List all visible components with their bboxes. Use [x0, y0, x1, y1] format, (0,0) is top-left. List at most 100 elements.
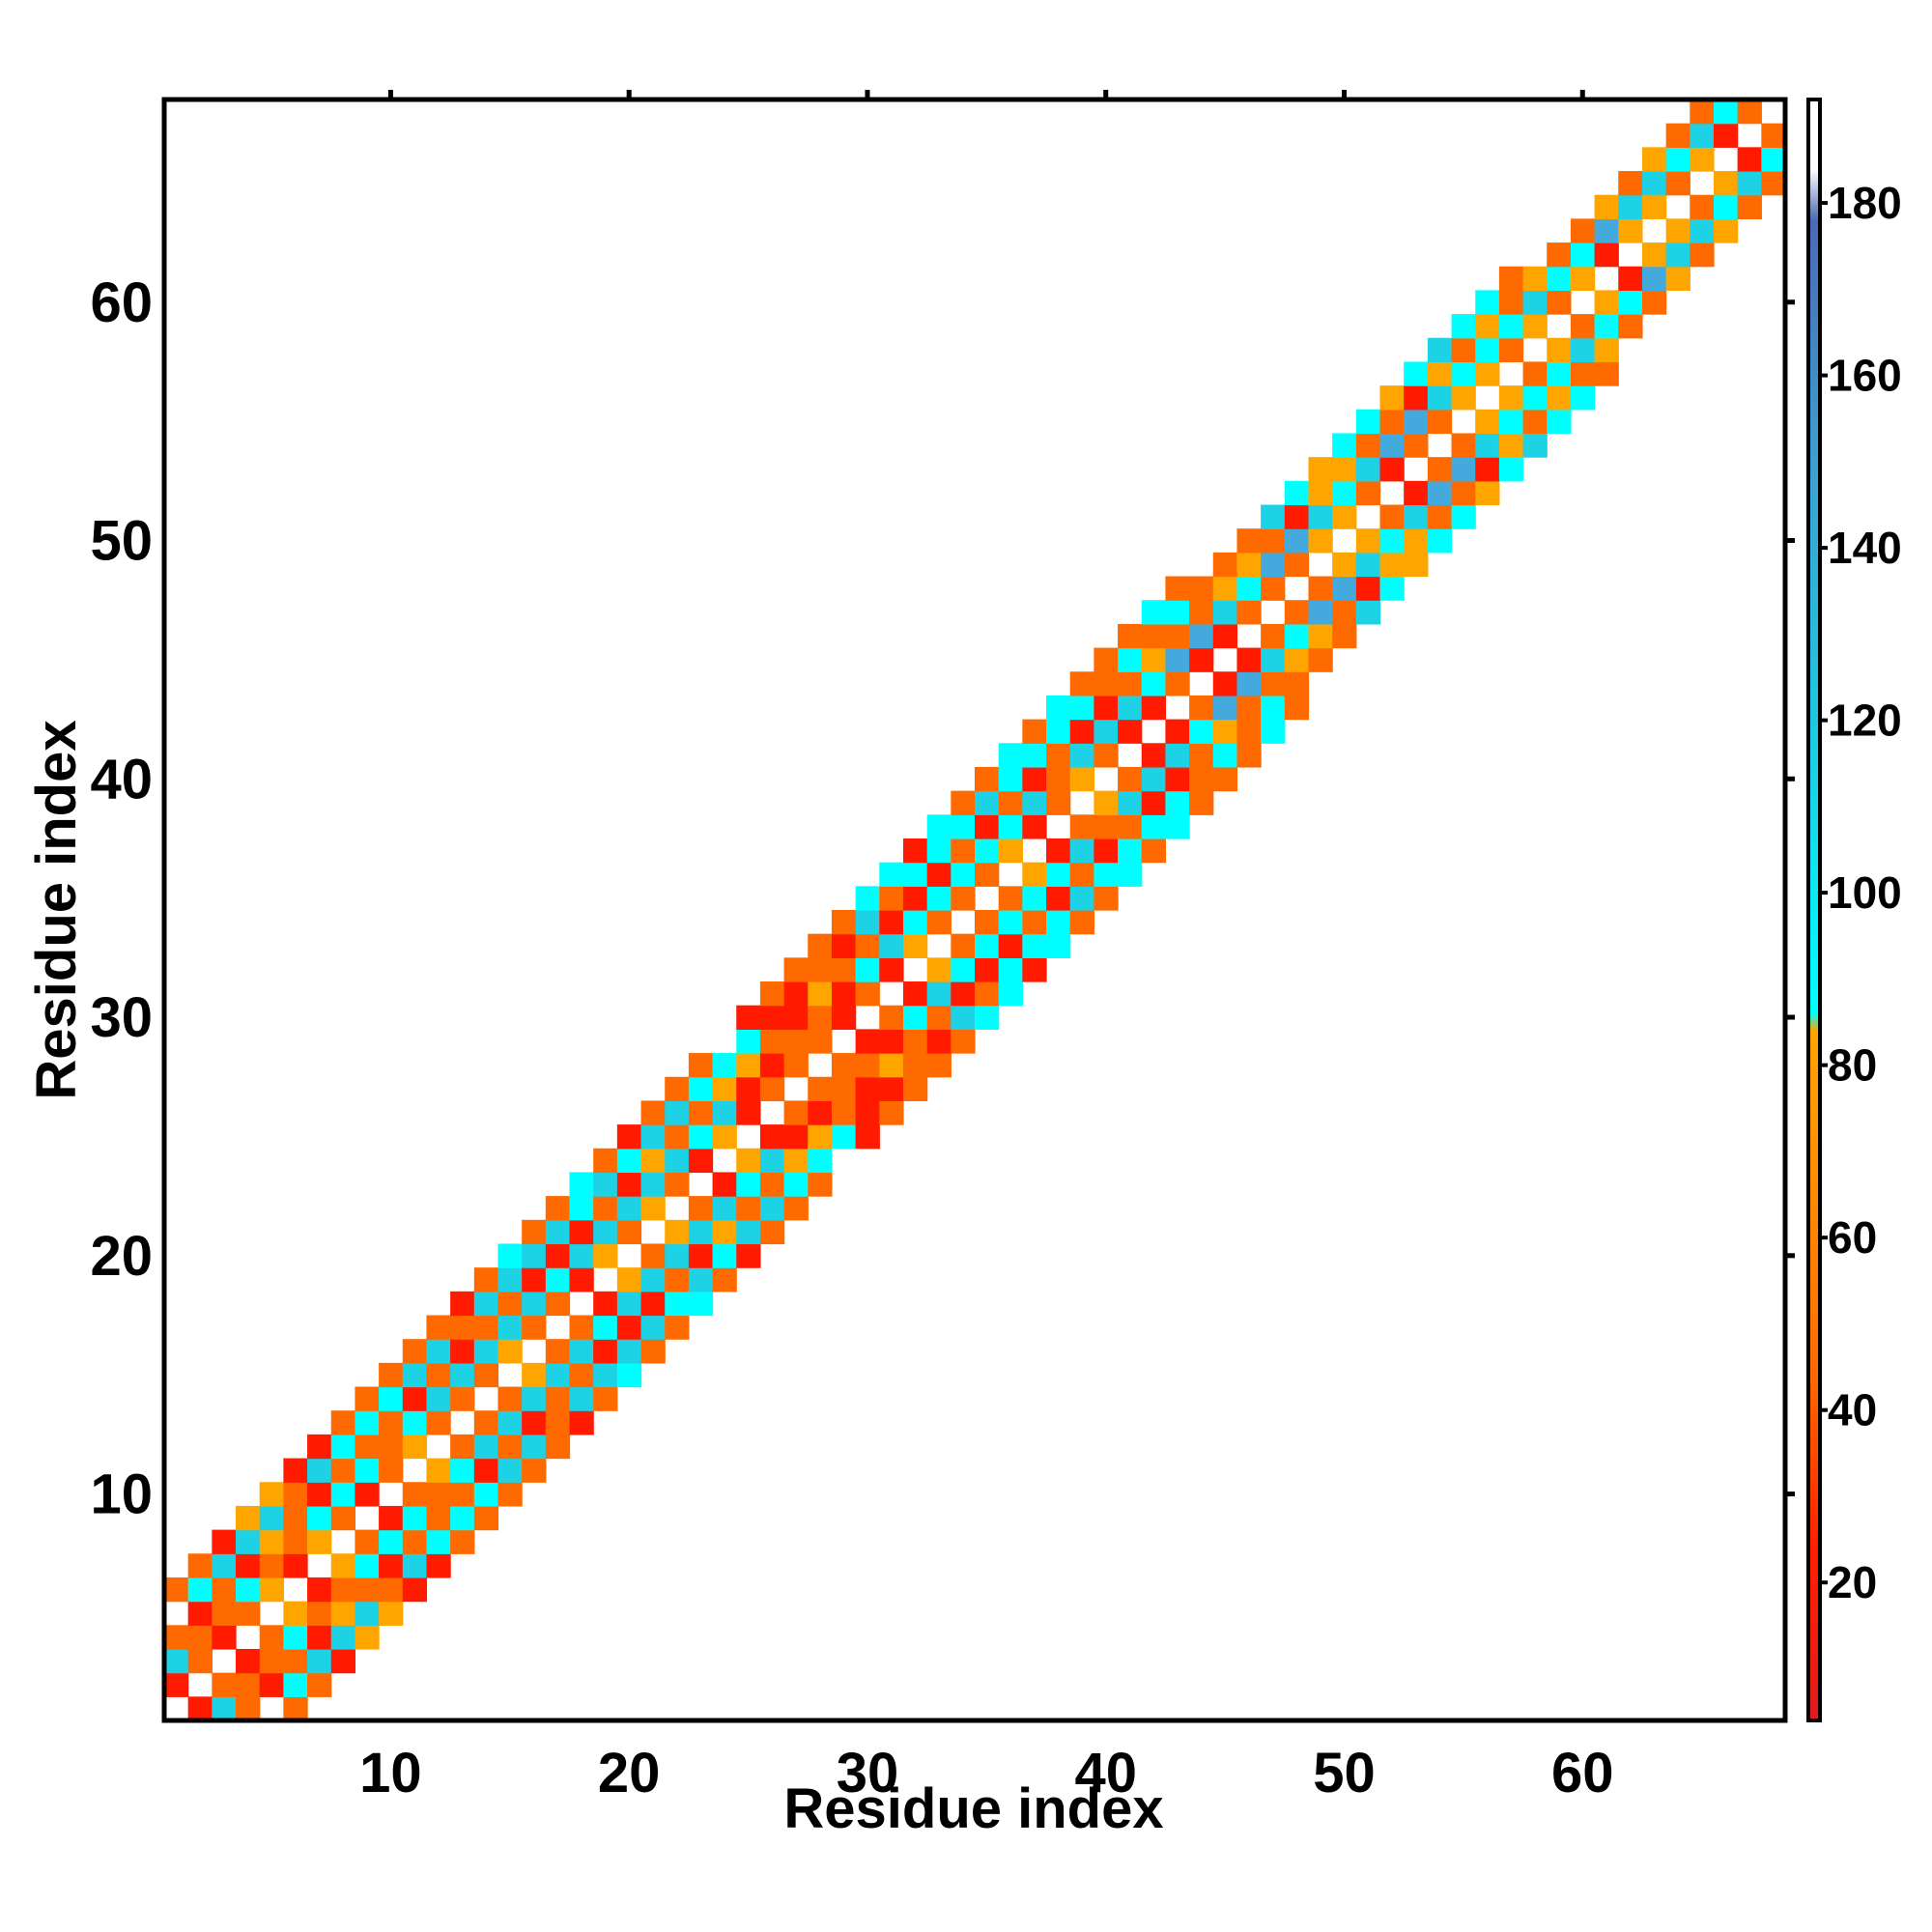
- heatmap-cell: [736, 1076, 761, 1102]
- y-tick-label: 20: [90, 1225, 153, 1288]
- heatmap-cell: [330, 1434, 356, 1460]
- heatmap-cell: [1022, 814, 1047, 839]
- heatmap-cell: [450, 1458, 475, 1483]
- heatmap-cell: [1261, 528, 1286, 554]
- heatmap-cell: [1189, 600, 1214, 625]
- heatmap-cell: [355, 1529, 380, 1554]
- heatmap-cell: [426, 1482, 451, 1507]
- heatmap-cell: [1451, 314, 1476, 339]
- heatmap-cell: [212, 1577, 237, 1603]
- heatmap-cell: [1713, 99, 1739, 125]
- heatmap-cell: [1498, 290, 1524, 315]
- heatmap-cell: [998, 743, 1023, 768]
- heatmap-cell: [1332, 504, 1357, 529]
- heatmap-cell: [1498, 409, 1524, 435]
- heatmap-cell: [1118, 719, 1143, 744]
- heatmap-cell: [450, 1505, 475, 1531]
- heatmap-cell: [1690, 218, 1715, 243]
- heatmap-cell: [426, 1410, 451, 1435]
- heatmap-cell: [808, 1172, 833, 1197]
- heatmap-cell: [1404, 433, 1429, 458]
- heatmap-cell: [1475, 457, 1500, 482]
- colorbar-tick-label: 20: [1828, 1557, 1877, 1607]
- heatmap-cell: [379, 1529, 404, 1554]
- heatmap-cell: [951, 838, 976, 864]
- heatmap-cell: [951, 1005, 976, 1030]
- heatmap-cell: [1355, 576, 1381, 601]
- heatmap-cell: [1570, 361, 1596, 386]
- heatmap-cell: [593, 1148, 618, 1174]
- heatmap-cell: [1498, 314, 1524, 339]
- heatmap-cell: [1022, 862, 1047, 887]
- heatmap-cell: [545, 1267, 571, 1293]
- heatmap-cell: [545, 1219, 571, 1245]
- heatmap-cell: [187, 1577, 213, 1603]
- heatmap-cell: [616, 1267, 642, 1293]
- heatmap-cell: [1046, 933, 1071, 958]
- heatmap-cell: [569, 1267, 594, 1293]
- heatmap-cell: [1236, 743, 1262, 768]
- heatmap-cell: [1761, 171, 1786, 196]
- heatmap-cell: [1641, 242, 1667, 268]
- heatmap-cell: [1308, 528, 1333, 554]
- heatmap-cell: [1118, 671, 1143, 696]
- heatmap-cell: [379, 1410, 404, 1435]
- heatmap-cell: [902, 981, 928, 1007]
- heatmap-cell: [307, 1672, 332, 1697]
- heatmap-cell: [402, 1362, 428, 1388]
- heatmap-cell: [236, 1672, 261, 1697]
- heatmap-cell: [402, 1577, 428, 1603]
- heatmap-cell: [1022, 790, 1047, 815]
- heatmap-cell: [522, 1362, 547, 1388]
- heatmap-cell: [926, 862, 952, 887]
- heatmap-cell: [473, 1458, 499, 1483]
- heatmap-cell: [855, 910, 880, 935]
- heatmap-cell: [1189, 647, 1214, 672]
- heatmap-cell: [1022, 743, 1047, 768]
- heatmap-cell: [783, 1005, 809, 1030]
- heatmap-cell: [569, 1362, 594, 1388]
- heatmap-cell: [831, 1076, 857, 1102]
- heatmap-cell: [1522, 266, 1548, 292]
- heatmap-cell: [640, 1315, 666, 1340]
- heatmap-cell: [1761, 147, 1786, 172]
- heatmap-cell: [330, 1482, 356, 1507]
- heatmap-cell: [402, 1553, 428, 1578]
- heatmap-cell: [902, 862, 928, 887]
- heatmap-cell: [426, 1553, 451, 1578]
- heatmap-cell: [1261, 719, 1286, 744]
- heatmap-cell: [283, 1696, 308, 1721]
- heatmap-cell: [1094, 814, 1119, 839]
- heatmap-cell: [522, 1315, 547, 1340]
- heatmap-cell: [1069, 743, 1094, 768]
- heatmap-cell: [1046, 862, 1071, 887]
- heatmap-cell: [569, 1172, 594, 1197]
- heatmap-cell: [736, 1196, 761, 1221]
- heatmap-cell: [1522, 433, 1548, 458]
- heatmap-cell: [1094, 743, 1119, 768]
- heatmap-cell: [1118, 838, 1143, 864]
- heatmap-cell: [1618, 218, 1643, 243]
- heatmap-cell: [712, 1053, 737, 1078]
- heatmap-cell: [855, 957, 880, 982]
- heatmap-cell: [283, 1648, 308, 1674]
- heatmap-cell: [712, 1267, 737, 1293]
- heatmap-cell: [1284, 695, 1310, 721]
- heatmap-cell: [808, 1124, 833, 1150]
- heatmap-cell: [1641, 194, 1667, 219]
- heatmap-cell: [1379, 528, 1405, 554]
- heatmap-cell: [1022, 886, 1047, 911]
- heatmap-cell: [1189, 766, 1214, 792]
- heatmap-cell: [1069, 671, 1094, 696]
- heatmap-cell: [1165, 600, 1190, 625]
- heatmap-cell: [736, 1029, 761, 1054]
- heatmap-cell: [926, 981, 952, 1007]
- heatmap-cell: [951, 886, 976, 911]
- heatmap-cell: [593, 1219, 618, 1245]
- heatmap-cell: [855, 933, 880, 958]
- heatmap-cell: [473, 1410, 499, 1435]
- heatmap-cell: [522, 1458, 547, 1483]
- heatmap-cell: [951, 814, 976, 839]
- heatmap-cell: [593, 1339, 618, 1364]
- heatmap-cell: [831, 1124, 857, 1150]
